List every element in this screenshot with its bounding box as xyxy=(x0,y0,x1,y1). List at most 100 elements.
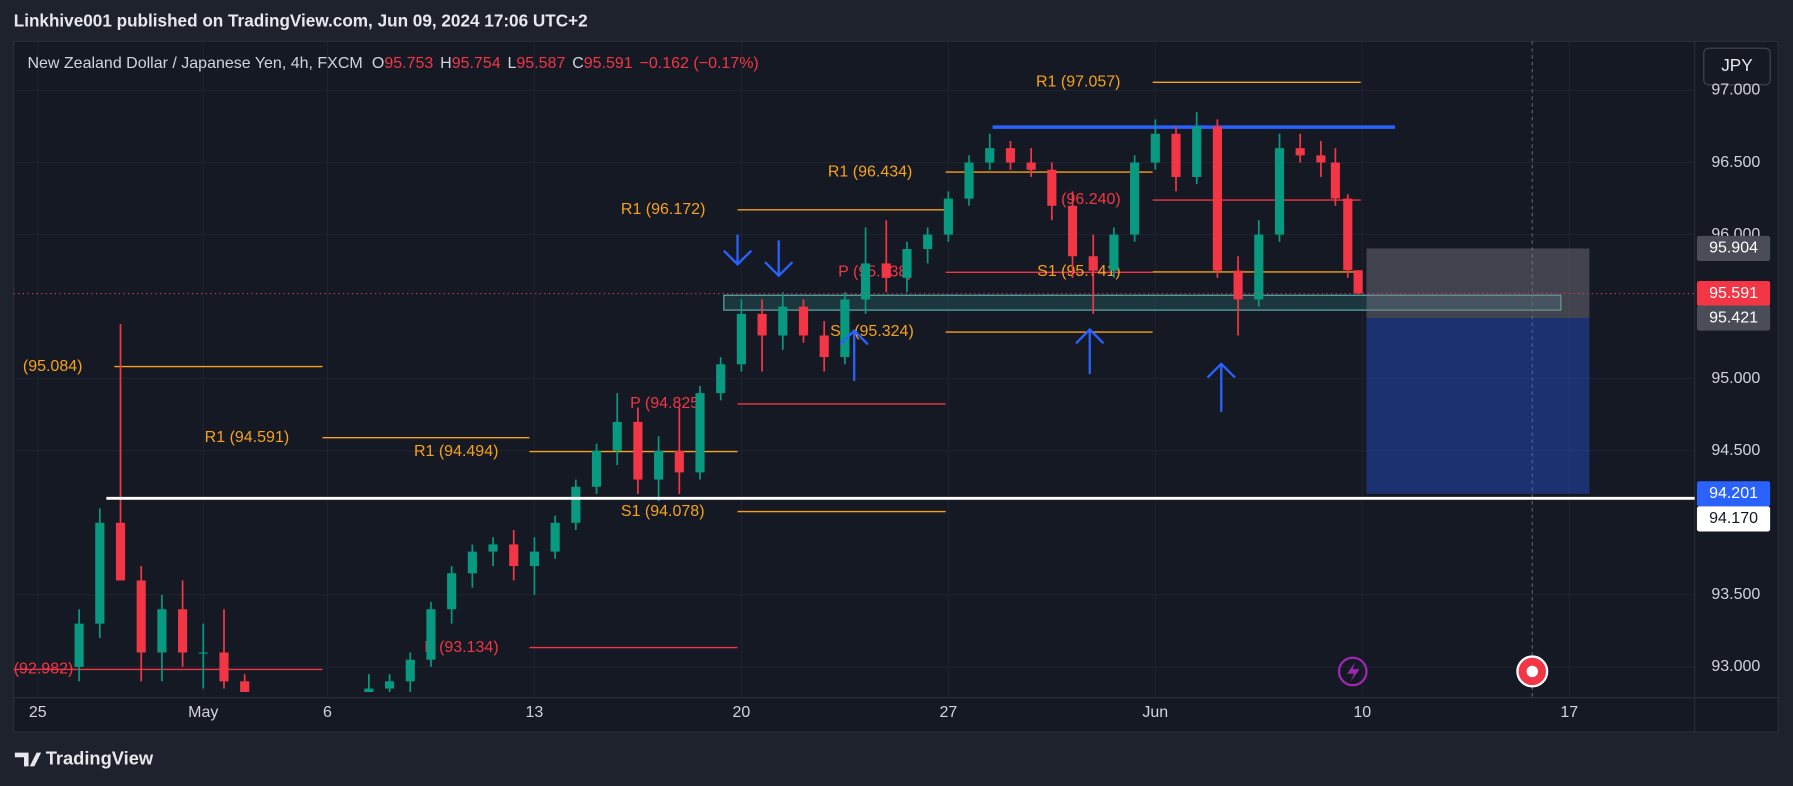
candle-body xyxy=(550,522,560,552)
price-label-box xyxy=(1696,506,1771,532)
candle-body xyxy=(902,249,912,278)
candle-body xyxy=(1192,126,1202,177)
price-label-box xyxy=(1696,235,1771,262)
pivot-label: R1 (97.057) xyxy=(1036,74,1121,91)
ohlc-key: O xyxy=(372,55,384,72)
brand-icon xyxy=(14,752,42,767)
x-tick-label: May xyxy=(188,704,218,721)
candle-body xyxy=(529,551,540,567)
overlays xyxy=(13,41,1695,698)
candle-body xyxy=(1330,162,1340,199)
pivot-label: (92.982) xyxy=(14,661,74,678)
ohlc-value: 95.587 xyxy=(516,55,565,72)
candle-body xyxy=(840,299,850,358)
candle-body xyxy=(1067,205,1078,257)
price-label: 95.904 xyxy=(1709,240,1758,257)
x-tick-label: 13 xyxy=(526,704,544,721)
pivot-label: R1 (94.591) xyxy=(205,429,290,446)
ohlc-key: C xyxy=(572,55,584,72)
candle-body xyxy=(1088,256,1098,271)
candle-body xyxy=(364,688,374,693)
y-tick-label: 93.500 xyxy=(1711,586,1760,603)
price-label-box xyxy=(1696,481,1771,507)
candle-body xyxy=(964,162,974,199)
x-tick-label: 6 xyxy=(323,704,332,721)
arrow-up xyxy=(839,329,869,381)
candle-body xyxy=(1109,234,1119,271)
candle-body xyxy=(654,450,664,480)
price-label-box xyxy=(1696,280,1771,307)
pivot-label: R1 (94.494) xyxy=(414,443,499,460)
candle-body xyxy=(1353,270,1363,294)
candle-body xyxy=(757,313,767,336)
candle-body xyxy=(819,335,829,358)
candle-body xyxy=(136,580,146,653)
x-tick-label: 20 xyxy=(732,704,750,721)
x-tick-label: 25 xyxy=(29,704,47,721)
currency-button[interactable] xyxy=(1703,47,1771,86)
pivot-label: R1 (96.434) xyxy=(828,163,912,180)
pivot-label: S1 (94.078) xyxy=(621,503,705,520)
y-tick-label: 94.500 xyxy=(1711,442,1760,459)
candle-body xyxy=(1150,133,1160,163)
target-zone xyxy=(1366,318,1590,494)
publish-header: Linkhive001 published on TradingView.com… xyxy=(14,10,588,30)
candle-body xyxy=(488,544,498,552)
change: −0.162 (−0.17%) xyxy=(640,55,759,72)
ohlc-value: 95.591 xyxy=(584,55,633,72)
candle-body xyxy=(860,263,871,300)
arrow-up xyxy=(1206,362,1236,412)
candle-body xyxy=(509,544,519,567)
price-label: 95.421 xyxy=(1709,309,1758,326)
event-icon-bolt xyxy=(1347,662,1360,682)
stop-zone xyxy=(1366,248,1590,319)
candle-body xyxy=(1274,148,1285,235)
candle-body xyxy=(736,313,746,365)
candle-body xyxy=(923,234,933,250)
arrow-down xyxy=(723,234,753,266)
candle-body xyxy=(447,573,457,610)
price-label: 94.201 xyxy=(1709,485,1758,502)
candle-body xyxy=(943,198,953,235)
price-label: 94.170 xyxy=(1709,510,1758,527)
candle-body xyxy=(1233,270,1243,300)
y-tick-label: 93.000 xyxy=(1711,658,1760,675)
candle-body xyxy=(426,609,436,660)
candle-body xyxy=(1316,155,1326,163)
candle-body xyxy=(1254,234,1264,300)
candle-body xyxy=(716,364,726,394)
candle-body xyxy=(778,306,788,336)
currency-label: JPY xyxy=(1721,55,1753,75)
x-tick-label: 17 xyxy=(1560,704,1578,721)
candle-body xyxy=(157,609,167,653)
candle-body xyxy=(1343,198,1353,271)
event-icon[interactable] xyxy=(1337,656,1368,687)
y-tick-label: 96.500 xyxy=(1711,154,1760,171)
candle-body xyxy=(467,551,477,574)
symbol: New Zealand Dollar / Japanese Yen, 4h, F… xyxy=(27,55,362,72)
candle-body xyxy=(1171,133,1181,177)
candle-body xyxy=(1047,169,1057,206)
replay-icon-dot xyxy=(1526,665,1539,678)
x-tick-label: 27 xyxy=(939,704,957,721)
legend: New Zealand Dollar / Japanese Yen, 4h, F… xyxy=(27,55,758,72)
candle-body xyxy=(881,263,891,278)
x-tick-label: Jun xyxy=(1142,704,1168,721)
pivot-label: P (95.738) xyxy=(838,264,912,281)
pivot-label: P (96.240) xyxy=(1046,191,1120,208)
candle-body xyxy=(198,652,208,654)
candle-body xyxy=(1026,162,1036,170)
candle-body xyxy=(633,421,643,480)
support-zone xyxy=(723,294,1562,311)
candle-body xyxy=(219,652,229,682)
ohlc-key: L xyxy=(508,55,517,72)
y-tick-label: 95.000 xyxy=(1711,370,1760,387)
brand-name: TradingView xyxy=(46,747,154,768)
candle-body xyxy=(674,450,684,473)
candle-body xyxy=(95,522,105,624)
y-tick-label: 97.000 xyxy=(1711,82,1760,99)
candle-body xyxy=(571,486,581,523)
candle-body xyxy=(1130,162,1140,235)
candle-body xyxy=(612,421,622,451)
